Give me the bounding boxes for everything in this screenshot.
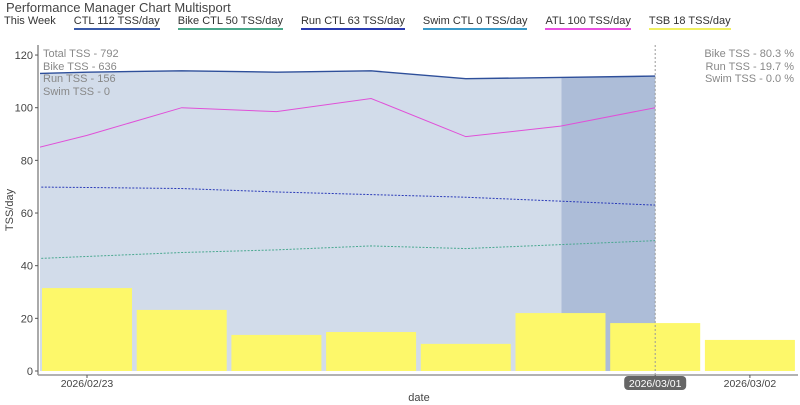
legend-item[interactable]: CTL 112 TSS/day — [73, 15, 160, 30]
legend-item[interactable]: Run CTL 63 TSS/day — [300, 15, 405, 30]
y-tick-label: 100 — [15, 103, 33, 115]
tsb-bar[interactable] — [420, 343, 511, 371]
y-tick-label: 120 — [15, 50, 33, 62]
legend: This Week CTL 112 TSS/day Bike CTL 50 TSS… — [4, 15, 794, 30]
y-tick-label: 0 — [27, 366, 33, 378]
y-tick-label: 80 — [21, 155, 33, 167]
tsb-bar[interactable] — [231, 334, 322, 371]
legend-item[interactable]: TSB 18 TSS/day — [648, 15, 731, 30]
atl-line[interactable] — [0, 97, 656, 159]
tsb-bar[interactable] — [515, 313, 606, 371]
x-axis-label: date — [408, 392, 429, 404]
annotation-line: Bike TSS - 80.3 % — [704, 48, 794, 60]
chart-title: Performance Manager Chart Multisport — [6, 0, 231, 15]
x-tick-label: 2026/03/01 — [629, 378, 682, 390]
tsb-bar[interactable] — [136, 309, 227, 371]
legend-item[interactable]: ATL 100 TSS/day — [545, 15, 631, 30]
y-tick-label: 20 — [21, 313, 33, 325]
legend-item[interactable]: Bike CTL 50 TSS/day — [177, 15, 283, 30]
tss-totals: Total TSS - 792 Bike TSS - 636 Run TSS - 1… — [43, 48, 119, 98]
y-tick-label: 60 — [21, 208, 33, 220]
legend-item[interactable]: Swim CTL 0 TSS/day — [422, 15, 528, 30]
annotation-line: Run TSS - 156 — [43, 73, 116, 85]
annotation-line: Swim TSS - 0 — [43, 85, 111, 98]
run-ctl-line[interactable] — [0, 186, 656, 206]
ctl-area — [40, 70, 656, 371]
x-tick-label: 2026/03/02 — [724, 378, 777, 390]
annotation-line: Run TSS - 19.7 % — [705, 60, 794, 73]
tsb-bar[interactable] — [704, 339, 795, 371]
tss-percentages: Bike TSS - 80.3 % Run TSS - 19.7 % Swim TS… — [704, 48, 794, 86]
legend-label: This Week — [4, 15, 56, 27]
ctl-line[interactable] — [0, 70, 656, 80]
tsb-bar[interactable] — [326, 332, 417, 371]
y-axis-label: TSS/day — [4, 188, 16, 231]
annotation-line: Total TSS - 792 — [43, 48, 119, 60]
x-tick-label: 2026/02/23 — [61, 378, 114, 390]
annotation-line: Swim TSS - 0.0 % — [704, 73, 794, 85]
annotation-line: Bike TSS - 636 — [43, 60, 117, 73]
current-day-shade — [561, 76, 656, 371]
highlighted-date-pill — [624, 376, 687, 390]
y-tick-label: 40 — [21, 261, 33, 273]
tsb-bar[interactable] — [610, 323, 701, 371]
tsb-bar[interactable] — [42, 288, 132, 371]
